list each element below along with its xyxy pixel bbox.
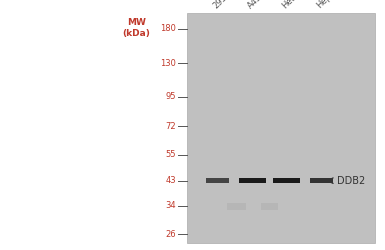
Bar (239, 178, 266, 183)
Text: 26: 26 (165, 230, 176, 238)
Text: 180: 180 (160, 24, 176, 33)
Text: 130: 130 (160, 59, 176, 68)
Text: 34: 34 (165, 201, 176, 210)
Bar (227, 202, 246, 210)
Text: 55: 55 (166, 150, 176, 159)
Text: HepG2: HepG2 (315, 0, 342, 10)
Bar (310, 178, 333, 183)
Bar (206, 178, 229, 183)
Bar (187, 12, 375, 242)
Text: 293T: 293T (211, 0, 232, 10)
Text: A431: A431 (246, 0, 268, 10)
Text: HeLa: HeLa (280, 0, 302, 10)
Text: MW
(kDa): MW (kDa) (123, 18, 151, 38)
Text: DDB2: DDB2 (337, 176, 365, 186)
Text: 95: 95 (166, 92, 176, 101)
Text: 72: 72 (165, 122, 176, 130)
Text: 43: 43 (165, 176, 176, 185)
Bar (261, 202, 278, 210)
Bar (273, 178, 300, 183)
